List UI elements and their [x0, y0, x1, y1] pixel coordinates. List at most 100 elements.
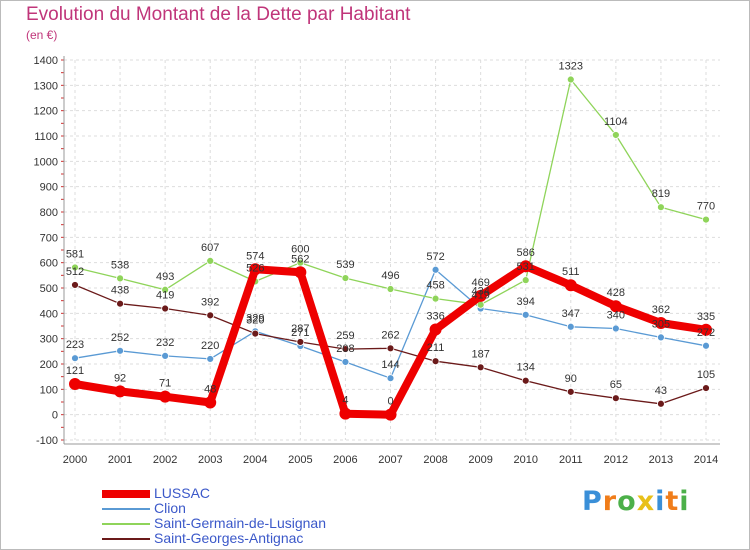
data-label-saint-germain-de-lusignan: 607 [201, 242, 219, 254]
data-point-clion [431, 265, 440, 274]
data-label-saint-germain-de-lusignan: 496 [381, 270, 399, 282]
data-point-lussac [609, 300, 622, 313]
data-label-saint-georges-antignac: 65 [610, 379, 622, 391]
y-tick-label: 200 [40, 359, 58, 371]
data-label-clion: 252 [111, 332, 129, 344]
data-label-saint-germain-de-lusignan: 538 [111, 259, 129, 271]
data-label-lussac: 336 [426, 311, 444, 323]
proxiti-logo: Proxiti [582, 486, 690, 517]
data-label-lussac: 469 [471, 277, 489, 289]
chart-subtitle: (en €) [26, 28, 58, 42]
data-label-lussac: 428 [607, 287, 625, 299]
x-tick-label: 2001 [108, 454, 132, 466]
logo-letter: i [655, 486, 666, 517]
x-tick-label: 2004 [243, 454, 267, 466]
data-point-saint-germain-de-lusignan [657, 203, 665, 212]
data-label-lussac: 562 [291, 253, 309, 265]
data-point-saint-germain-de-lusignan [161, 285, 170, 294]
data-point-lussac [700, 323, 712, 336]
data-label-clion: 208 [336, 343, 354, 355]
y-tick-label: 900 [40, 182, 58, 194]
data-label-saint-georges-antignac: 320 [246, 315, 264, 327]
axes: -100010020030040050060070080090010001100… [34, 55, 720, 466]
data-label-lussac: 4 [342, 395, 348, 407]
data-point-saint-germain-de-lusignan [702, 215, 710, 224]
logo-letter: r [602, 486, 618, 517]
data-point-lussac [159, 390, 172, 403]
data-point-lussac [114, 385, 127, 398]
data-point-saint-georges-antignac [116, 299, 124, 308]
y-tick-label: 600 [40, 258, 58, 270]
logo-letter: o [617, 486, 637, 517]
data-label-lussac: 0 [387, 396, 393, 408]
chart-title: Evolution du Montant de la Dette par Hab… [26, 4, 411, 25]
y-tick-label: 1000 [34, 156, 58, 168]
data-label-saint-germain-de-lusignan: 819 [652, 188, 670, 200]
data-point-lussac [564, 279, 577, 292]
x-tick-label: 2003 [198, 454, 222, 466]
data-point-saint-georges-antignac [206, 311, 215, 320]
data-point-clion [341, 358, 350, 366]
y-tick-label: 1200 [34, 106, 58, 118]
data-point-lussac [69, 378, 81, 391]
data-point-lussac [249, 263, 262, 276]
data-label-saint-georges-antignac: 105 [697, 369, 715, 381]
data-point-lussac [519, 260, 532, 273]
data-point-saint-georges-antignac [431, 357, 440, 366]
y-tick-label: 800 [40, 207, 58, 219]
logo-letter: x [636, 486, 656, 517]
data-label-saint-germain-de-lusignan: 434 [471, 286, 489, 298]
data-label-clion: 271 [291, 327, 309, 339]
y-tick-label: 700 [40, 232, 58, 244]
data-label-saint-georges-antignac: 512 [66, 266, 84, 278]
data-point-clion [71, 354, 79, 363]
data-point-clion [386, 374, 395, 383]
data-point-lussac [474, 289, 487, 302]
data-point-saint-georges-antignac [521, 376, 530, 385]
data-label-saint-germain-de-lusignan: 539 [336, 259, 354, 271]
data-label-clion: 572 [426, 251, 444, 263]
data-point-lussac [429, 323, 442, 336]
data-point-clion [657, 333, 665, 342]
data-label-lussac: 586 [517, 247, 535, 259]
legend-label: Saint-Georges-Antignac [154, 530, 304, 546]
data-label-saint-germain-de-lusignan: 581 [66, 248, 84, 260]
y-tick-label: 500 [40, 283, 58, 295]
data-point-saint-georges-antignac [341, 345, 350, 353]
data-label-clion: 223 [66, 339, 84, 351]
logo-letter: P [582, 486, 603, 517]
data-label-lussac: 335 [697, 311, 715, 323]
data-label-clion: 329 [246, 312, 264, 324]
x-tick-label: 2000 [63, 454, 87, 466]
data-label-clion: 340 [607, 310, 625, 322]
y-tick-label: 1400 [34, 55, 58, 67]
data-label-saint-georges-antignac: 262 [381, 329, 399, 341]
data-point-saint-germain-de-lusignan [431, 294, 440, 303]
x-tick-label: 2012 [604, 454, 628, 466]
data-point-saint-germain-de-lusignan [116, 274, 124, 283]
legend-swatch [102, 508, 150, 510]
data-label-lussac: 121 [66, 365, 84, 377]
data-label-saint-germain-de-lusignan: 770 [697, 201, 715, 213]
x-tick-label: 2013 [649, 454, 673, 466]
grid-lines [64, 59, 720, 441]
data-label-lussac: 48 [204, 384, 216, 396]
y-tick-label: 100 [40, 384, 58, 396]
data-point-saint-georges-antignac [296, 338, 305, 346]
data-label-saint-georges-antignac: 90 [565, 373, 577, 385]
data-label-saint-georges-antignac: 187 [471, 348, 489, 360]
y-tick-label: 0 [52, 410, 58, 422]
data-label-saint-georges-antignac: 419 [156, 290, 174, 302]
data-point-clion [161, 351, 170, 360]
data-label-saint-germain-de-lusignan: 600 [291, 244, 309, 256]
data-point-saint-georges-antignac [71, 281, 79, 289]
y-tick-label: -100 [36, 435, 58, 447]
data-point-saint-georges-antignac [657, 399, 665, 408]
data-label-saint-germain-de-lusignan: 1104 [604, 116, 628, 128]
data-label-saint-germain-de-lusignan: 531 [517, 261, 535, 273]
data-labels: 223 252 232 220 329 271 208 144 572 419 394 347 340 3… [66, 61, 715, 408]
data-point-saint-georges-antignac [702, 384, 710, 392]
data-point-saint-georges-antignac [251, 329, 260, 338]
x-tick-label: 2005 [288, 454, 312, 466]
